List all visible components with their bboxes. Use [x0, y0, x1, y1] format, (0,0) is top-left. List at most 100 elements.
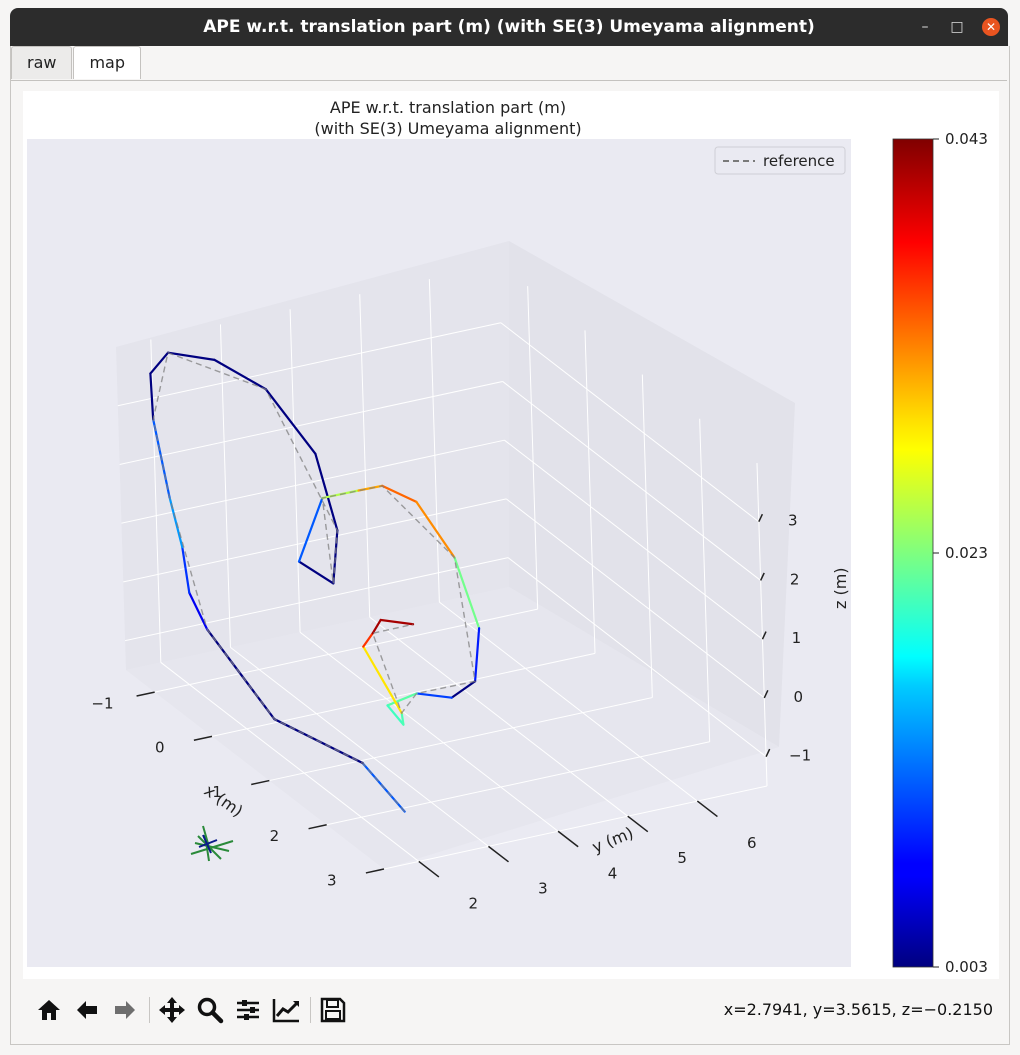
grid-line-floor-y [299, 631, 559, 832]
grid-line-side-y [289, 309, 301, 633]
chart-title: APE w.r.t. translation part (m) [330, 98, 566, 117]
legend: reference [714, 146, 846, 175]
estimate-segment [381, 484, 418, 503]
colorbar-label-max: 0.043 [945, 130, 988, 148]
z-tick-mark [759, 572, 765, 581]
estimate-segment [450, 680, 477, 699]
estimate-segment [386, 704, 405, 726]
estimate-segment [362, 632, 374, 648]
grid-line-floor-y [160, 662, 420, 862]
back-arrow-icon[interactable] [69, 992, 105, 1028]
y-tick-mark [487, 845, 509, 863]
x-tick-mark [193, 735, 213, 741]
edit-axis-icon[interactable] [268, 992, 304, 1028]
back-pane-left [116, 241, 509, 670]
grid-line-back-x [584, 330, 596, 654]
grid-line-back-x [527, 286, 539, 610]
chart-subtitle: (with SE(3) Umeyama alignment) [314, 119, 581, 138]
tab-panel: APE w.r.t. translation part (m) (with SE… [11, 80, 1007, 1043]
plot-svg: APE w.r.t. translation part (m) (with SE… [27, 98, 988, 976]
home-icon[interactable] [31, 992, 67, 1028]
figure-canvas[interactable]: APE w.r.t. translation part (m) (with SE… [23, 91, 999, 979]
forward-arrow-icon[interactable] [107, 992, 143, 1028]
estimate-segment [400, 711, 405, 726]
x-tick-label: 1 [212, 783, 222, 801]
x-tick-label: 2 [270, 827, 280, 845]
estimate-segment [149, 372, 155, 421]
grid-line-side-y [219, 324, 231, 648]
back-pane-right [509, 241, 795, 747]
z-tick-label: 1 [792, 629, 802, 647]
grid-line-side-z [124, 557, 509, 642]
y-tick-mark [627, 815, 649, 833]
grid-line-side-y [359, 294, 371, 618]
z-tick-label: 0 [793, 688, 803, 706]
toolbar-separator [149, 997, 150, 1023]
grid-line-back-z [505, 498, 765, 699]
grid-line-back-x [699, 418, 711, 742]
floor-pane [126, 587, 779, 869]
colorbar-label-mid: 0.023 [945, 544, 988, 562]
estimate-segment [213, 358, 267, 391]
grid-line-back-z [502, 381, 761, 581]
tab-bar: raw map [11, 46, 142, 80]
window-titlebar: APE w.r.t. translation part (m) (with SE… [10, 8, 1008, 46]
y-tick-label: 5 [677, 849, 687, 867]
z-tick-label: 2 [790, 570, 800, 588]
save-icon[interactable] [315, 992, 351, 1028]
z-tick-mark [758, 513, 764, 523]
estimate-segment [379, 618, 415, 626]
x-tick-mark [251, 779, 270, 786]
x-tick-label: 3 [327, 871, 337, 889]
x-tick-label: −1 [91, 694, 113, 712]
y-tick-label: 4 [608, 864, 618, 882]
legend-box [714, 146, 846, 175]
grid-line-side-z [117, 322, 501, 407]
estimate-segment [453, 556, 481, 630]
grid-line-floor-y [230, 646, 489, 847]
y-tick-mark [696, 800, 718, 818]
grid-line-back-x [641, 374, 653, 698]
close-icon[interactable]: ✕ [982, 18, 1000, 36]
y-tick-mark [557, 830, 579, 848]
z-tick-label: −1 [789, 747, 811, 765]
z-tick-mark [765, 748, 771, 757]
x-tick-mark [136, 691, 155, 697]
estimate-segment [188, 591, 209, 631]
zoom-icon[interactable] [192, 992, 228, 1028]
grid-line-side-z [121, 439, 505, 524]
estimate-segment [362, 645, 403, 715]
window-title: APE w.r.t. translation part (m) (with SE… [203, 17, 815, 37]
colorbar-label-min: 0.003 [945, 958, 988, 976]
grid-line-floor-x [326, 741, 710, 826]
estimate-segment [473, 627, 481, 683]
estimate-segment [264, 388, 317, 455]
x-tick-mark [365, 868, 385, 874]
maximize-icon[interactable]: □ [950, 19, 964, 35]
tab-map[interactable]: map [73, 46, 142, 79]
grid-line-floor-x [383, 785, 768, 870]
estimate-segment [314, 452, 339, 532]
navigation-toolbar [31, 992, 353, 1028]
estimate-segment [415, 500, 456, 559]
estimate-segment [386, 692, 418, 707]
tab-raw[interactable]: raw [11, 46, 73, 79]
tick-labels: −1 0 1 2 3 2 3 4 5 6 −1 0 1 2 3 [91, 512, 811, 913]
grid-line-floor-x [211, 652, 596, 737]
x-tick-mark [308, 824, 327, 830]
estimate-segment [415, 692, 453, 699]
legend-label: reference [763, 152, 835, 170]
configure-subplots-icon[interactable] [230, 992, 266, 1028]
colorbar-gradient [892, 138, 934, 968]
estimate-segment [297, 560, 335, 585]
grid-line-floor-y [439, 601, 698, 802]
minimize-icon[interactable]: – [921, 19, 929, 35]
z-tick-label: 3 [788, 512, 798, 530]
application-window: raw map [10, 46, 1010, 1045]
reference-trajectory [152, 351, 476, 813]
grid-line-side-z [119, 380, 503, 465]
z-tick-mark [763, 690, 769, 699]
cursor-coordinates: x=2.7941, y=3.5615, z=−0.2150 [723, 1000, 993, 1019]
pan-icon[interactable] [154, 992, 190, 1028]
start-marker-center [198, 834, 218, 854]
